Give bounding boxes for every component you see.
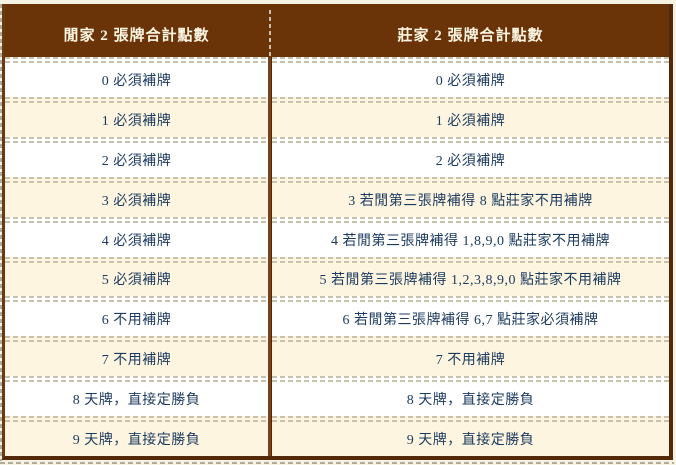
table-cell-player-2: 2 必須補牌 xyxy=(5,142,268,177)
table-cell-player-8: 8 天牌，直接定勝負 xyxy=(5,382,268,417)
header-banker-points: 莊家 2 張牌合計點數 xyxy=(397,28,544,44)
bottom-dashed-edge xyxy=(0,462,674,464)
row-separator xyxy=(5,96,268,103)
row-separator xyxy=(272,136,669,143)
row-separator xyxy=(5,136,268,143)
table-cell-banker-3: 3 若閒第三張牌補得 8 點莊家不用補牌 xyxy=(272,182,669,217)
column-divider xyxy=(268,57,272,456)
header-column-divider xyxy=(268,10,272,57)
left-dashed-edge xyxy=(0,4,2,461)
row-separator xyxy=(272,376,669,383)
row-separator xyxy=(5,256,268,263)
row-separator xyxy=(5,376,268,383)
row-separator xyxy=(5,57,268,63)
row-separator xyxy=(5,336,268,343)
table-body: 0 必須補牌 1 必須補牌 2 必須補牌 3 必須補牌 4 必須補牌 5 必須補牌 6 不用… xyxy=(5,57,669,457)
row-separator xyxy=(272,336,669,343)
table-cell-player-0: 0 必須補牌 xyxy=(5,63,268,97)
table-cell-banker-8: 8 天牌，直接定勝負 xyxy=(272,382,669,417)
table-cell-banker-0: 0 必須補牌 xyxy=(272,63,669,97)
table-cell-banker-6: 6 若閒第三張牌補得 6,7 點莊家必須補牌 xyxy=(272,302,669,337)
table-cell-player-7: 7 不用補牌 xyxy=(5,342,268,377)
table-cell-banker-7: 7 不用補牌 xyxy=(272,342,669,377)
row-separator xyxy=(5,176,268,183)
row-separator xyxy=(272,176,669,183)
table-cell-banker-2: 2 必須補牌 xyxy=(272,142,669,177)
row-separator xyxy=(272,256,669,263)
table-cell-banker-1: 1 必須補牌 xyxy=(272,102,669,137)
banker-column: 0 必須補牌 1 必須補牌 2 必須補牌 3 若閒第三張牌補得 8 點莊家不用補牌 4 … xyxy=(272,57,669,457)
table-cell-banker-9: 9 天牌，直接定勝負 xyxy=(272,422,669,457)
table-cell-player-3: 3 必須補牌 xyxy=(5,182,268,217)
row-separator xyxy=(5,416,268,423)
player-column: 0 必須補牌 1 必須補牌 2 必須補牌 3 必須補牌 4 必須補牌 5 必須補牌 6 不用… xyxy=(5,57,268,457)
header-player-points: 閒家 2 張牌合計點數 xyxy=(63,28,210,44)
table-cell-player-9: 9 天牌，直接定勝負 xyxy=(5,422,268,457)
row-separator xyxy=(5,216,268,223)
table-cell-player-6: 6 不用補牌 xyxy=(5,302,268,337)
row-separator xyxy=(272,216,669,223)
table-cell-player-1: 1 必須補牌 xyxy=(5,102,268,137)
table-cell-banker-4: 4 若閒第三張牌補得 1,8,9,0 點莊家不用補牌 xyxy=(272,222,669,257)
baccarat-rules-table: 閒家 2 張牌合計點數 莊家 2 張牌合計點數 0 必須補牌 1 必須補牌 2 必須… xyxy=(2,4,673,460)
table-cell-player-4: 4 必須補牌 xyxy=(5,222,268,257)
row-separator xyxy=(272,296,669,303)
row-separator xyxy=(272,57,669,63)
row-separator xyxy=(5,296,268,303)
row-separator xyxy=(272,416,669,423)
table-header-row: 閒家 2 張牌合計點數 莊家 2 張牌合計點數 xyxy=(5,4,669,57)
table-cell-player-5: 5 必須補牌 xyxy=(5,262,268,297)
table-cell-banker-5: 5 若閒第三張牌補得 1,2,3,8,9,0 點莊家不用補牌 xyxy=(272,262,669,297)
row-separator xyxy=(272,96,669,103)
